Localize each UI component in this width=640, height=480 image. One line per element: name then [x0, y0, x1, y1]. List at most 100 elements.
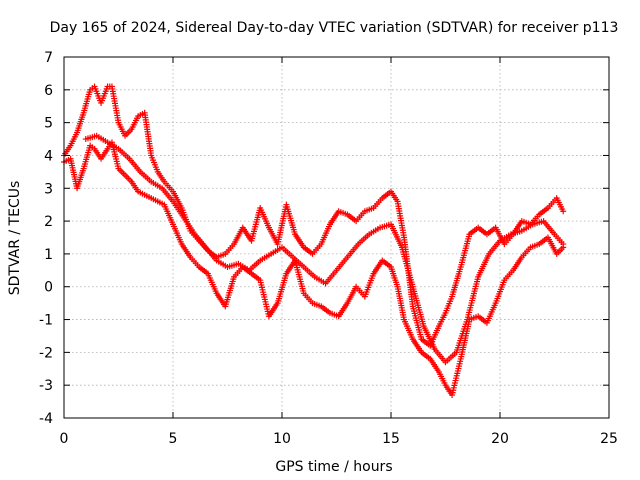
data-point [560, 241, 567, 248]
data-point [104, 83, 113, 90]
data-point [540, 218, 556, 236]
data-point [377, 222, 392, 231]
y-tick-label: 7 [44, 50, 53, 66]
y-tick-label: 5 [44, 116, 53, 132]
data-point [248, 270, 262, 282]
data-point [418, 349, 432, 361]
y-tick-label: -3 [39, 378, 53, 394]
data-point [235, 260, 251, 273]
series-3 [82, 132, 567, 366]
data-point [122, 127, 133, 139]
data-point [80, 144, 93, 172]
data-point [366, 225, 381, 238]
data-point [248, 207, 263, 244]
plot-frame [63, 56, 610, 419]
data-point [326, 309, 340, 319]
data-point [292, 231, 306, 249]
data-point [82, 133, 98, 143]
data-point [300, 290, 314, 305]
data-point [409, 303, 424, 340]
data-point [518, 218, 532, 227]
data-point [486, 239, 502, 257]
data-point [268, 245, 283, 257]
data-point [449, 266, 464, 300]
data-point [141, 191, 153, 201]
data-point [435, 312, 448, 330]
data-point [388, 264, 400, 288]
data-point [353, 210, 367, 225]
data-point [135, 110, 146, 120]
data-point [265, 302, 280, 320]
data-point [442, 351, 458, 366]
data-point [289, 254, 305, 269]
y-tick-label: 6 [44, 83, 53, 99]
data-point [274, 272, 289, 307]
y-tick-label: 3 [44, 181, 53, 197]
data-point [355, 232, 371, 248]
data-point [128, 178, 140, 193]
data-point [257, 252, 272, 264]
data-point [551, 231, 565, 246]
data-point [553, 195, 566, 213]
data-point [93, 132, 109, 145]
data-point [326, 210, 341, 228]
data-point [135, 188, 146, 197]
data-point [161, 201, 176, 226]
data-point [361, 205, 375, 215]
data-point [170, 188, 184, 209]
data-point [431, 346, 447, 364]
data-point [311, 273, 327, 286]
y-tick-label: -4 [39, 411, 53, 427]
data-point [420, 323, 437, 350]
data-point [170, 221, 184, 245]
data-point [204, 270, 219, 295]
data-point [137, 168, 153, 184]
y-tick-label: -2 [39, 345, 53, 361]
data-point [318, 223, 332, 248]
data-point [379, 257, 393, 269]
data-point [475, 313, 489, 325]
x-tick-label: 5 [169, 431, 178, 447]
data-point [361, 272, 376, 300]
data-point [333, 256, 349, 274]
data-point [464, 276, 481, 323]
data-point [409, 336, 424, 354]
data-point [475, 224, 489, 236]
y-tick-label: 1 [44, 247, 53, 263]
data-point [115, 145, 131, 161]
data-point [126, 155, 142, 173]
data-point [536, 206, 550, 218]
data-point [187, 254, 201, 269]
data-point [115, 165, 127, 177]
data-point [300, 244, 314, 256]
data-point [141, 109, 154, 157]
data-point [370, 197, 384, 211]
data-point [161, 178, 175, 193]
data-point [518, 222, 534, 234]
x-tick-label: 10 [273, 431, 291, 447]
data-point [213, 251, 227, 261]
data-point [394, 198, 407, 239]
data-point [409, 283, 427, 327]
data-point [148, 195, 159, 204]
y-tick-label: 2 [44, 214, 53, 230]
data-point [427, 355, 441, 374]
data-point [128, 115, 141, 133]
data-point [475, 252, 492, 280]
data-point [309, 300, 323, 309]
data-point [87, 85, 96, 93]
chart-title: Day 165 of 2024, Sidereal Day-to-day VTE… [50, 20, 619, 36]
data-point [536, 235, 550, 248]
data-point [344, 211, 358, 223]
data-point [180, 214, 197, 236]
data-point [246, 259, 262, 274]
data-point [154, 198, 166, 207]
data-point [104, 141, 114, 152]
data-point [104, 139, 120, 151]
data-point [154, 168, 166, 183]
data-point [300, 264, 316, 279]
x-tick-labels: 0 5 10 15 20 25 [60, 431, 618, 447]
data-point [466, 225, 480, 238]
x-tick-label: 20 [491, 431, 509, 447]
data-point [98, 147, 110, 162]
